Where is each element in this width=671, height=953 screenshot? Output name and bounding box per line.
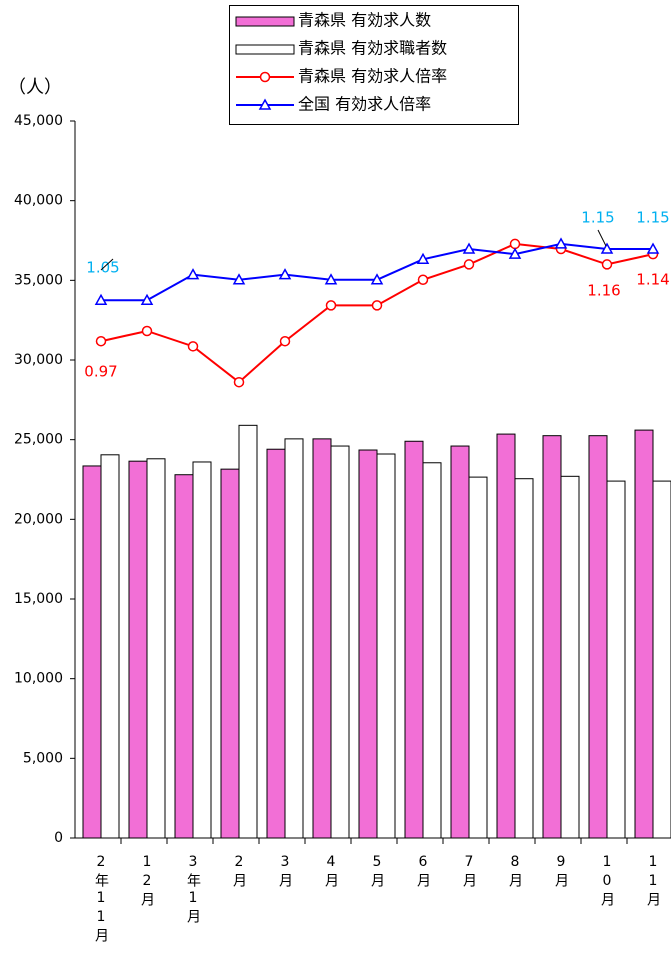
x-tick-label: 11月	[645, 854, 661, 909]
x-tick-label: 12月	[139, 854, 155, 909]
bar	[634, 429, 654, 839]
bar	[128, 460, 148, 839]
bar	[146, 458, 166, 839]
data-label: 1.15	[581, 209, 614, 227]
marker	[186, 268, 200, 280]
data-label: 1.16	[587, 282, 620, 300]
bar	[496, 433, 516, 839]
y-tick-label: 20,000	[14, 511, 63, 527]
marker	[140, 293, 154, 305]
x-tick-label: 7月	[461, 854, 477, 890]
bar	[266, 448, 286, 839]
x-tick-label: 8月	[507, 854, 523, 890]
y-axis-label: （人）	[8, 77, 62, 98]
legend-label: 全国 有効求人倍率	[298, 95, 431, 114]
line	[100, 242, 654, 384]
legend-label: 青森県 有効求人数	[298, 11, 431, 30]
bar	[358, 449, 378, 839]
y-tick-label: 15,000	[14, 591, 63, 607]
bar	[652, 480, 671, 839]
marker	[554, 237, 568, 249]
bar	[422, 462, 442, 839]
bar	[174, 474, 194, 839]
marker	[279, 335, 291, 347]
marker	[416, 252, 430, 265]
bar	[404, 440, 424, 839]
marker	[324, 273, 338, 285]
marker	[600, 242, 614, 254]
x-tick-label: 3年1月	[185, 854, 201, 926]
x-tick-label: 4月	[323, 854, 339, 890]
bar	[606, 480, 626, 839]
marker	[232, 273, 246, 285]
bar	[82, 465, 102, 839]
legend-marker	[258, 98, 272, 110]
legend-label: 青森県 有効求職者数	[298, 39, 447, 58]
y-tick-label: 10,000	[14, 671, 63, 687]
marker	[417, 274, 429, 286]
marker	[325, 300, 337, 311]
x-tick-label: 2年11月	[93, 854, 109, 945]
marker	[509, 238, 521, 250]
y-tick-label: 35,000	[14, 272, 63, 288]
marker	[463, 259, 475, 270]
leader-line	[100, 258, 114, 271]
marker	[601, 259, 613, 270]
bar	[220, 468, 240, 839]
data-label: 1.14	[636, 271, 669, 289]
bar	[330, 445, 350, 839]
bar	[192, 461, 212, 839]
marker	[187, 341, 199, 352]
y-tick-label: 5,000	[23, 750, 63, 766]
marker	[462, 242, 476, 254]
marker	[233, 376, 245, 388]
x-tick-label: 10月	[599, 854, 615, 909]
y-tick-label: 25,000	[14, 432, 63, 448]
bar	[588, 435, 608, 839]
bar	[468, 476, 488, 839]
y-tick-label: 40,000	[14, 193, 63, 209]
plot: 0.971.161.141.051.151.15	[82, 209, 671, 839]
y2-axis-label: （	[662, 105, 671, 126]
marker	[371, 300, 383, 311]
y-tick-label: 30,000	[14, 352, 63, 368]
x-tick-label: 2月	[231, 854, 247, 890]
bar	[312, 438, 332, 839]
marker	[95, 335, 107, 347]
bar	[560, 475, 580, 839]
bar	[284, 438, 304, 839]
bar	[376, 453, 396, 839]
bar	[238, 424, 258, 839]
bar	[450, 445, 470, 839]
bar	[542, 435, 562, 839]
y-tick-label: 45,000	[14, 113, 63, 129]
marker	[94, 293, 108, 305]
legend-swatch	[235, 16, 295, 27]
bar	[514, 478, 534, 839]
marker	[370, 273, 384, 285]
marker	[141, 325, 153, 337]
x-tick-label: 9月	[553, 854, 569, 890]
legend-label: 青森県 有効求人倍率	[298, 67, 447, 86]
marker	[278, 268, 292, 280]
data-label: 0.97	[84, 363, 117, 381]
x-tick-label: 6月	[415, 854, 431, 890]
leader-line	[597, 229, 607, 247]
data-label: 1.15	[636, 209, 669, 227]
marker	[646, 242, 660, 254]
legend-marker	[259, 71, 271, 83]
x-tick-label: 5月	[369, 854, 385, 890]
marker	[508, 247, 522, 259]
legend-swatch	[235, 44, 295, 55]
y-tick-label: 0	[54, 830, 63, 846]
bar	[100, 454, 120, 839]
x-tick-label: 3月	[277, 854, 293, 890]
